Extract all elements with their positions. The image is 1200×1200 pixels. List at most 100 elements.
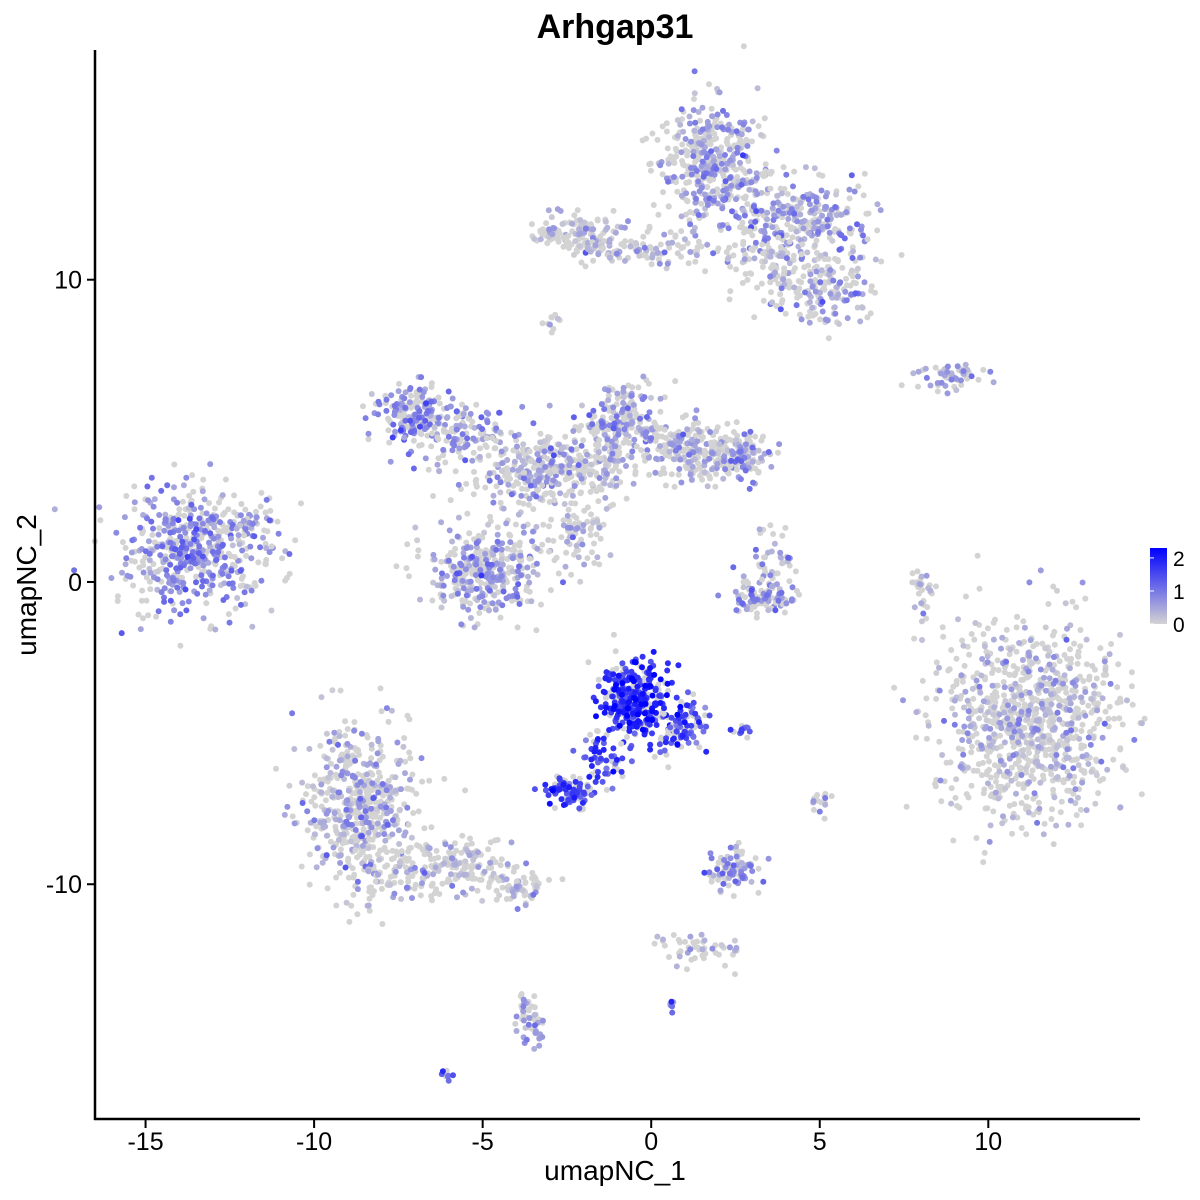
cell-point (590, 257, 597, 264)
cell-point (235, 532, 242, 539)
cell-point (136, 564, 143, 571)
cell-point (1006, 721, 1013, 728)
cell-point (833, 191, 840, 198)
cell-point (558, 468, 565, 475)
cell-point (804, 249, 811, 256)
cell-point (131, 506, 138, 513)
cell-point (713, 146, 720, 153)
cell-point (706, 123, 713, 130)
cell-point (813, 268, 820, 275)
cell-point (145, 497, 152, 504)
cell-point (700, 173, 707, 180)
cell-point (408, 392, 415, 399)
cell-point (1004, 768, 1011, 775)
cell-point (1068, 727, 1075, 734)
cell-point (388, 392, 395, 399)
cell-point (198, 572, 205, 579)
cell-point (849, 255, 856, 261)
cell-point (708, 170, 714, 177)
cell-point (601, 406, 608, 413)
cell-point (123, 493, 130, 499)
cell-point (950, 837, 957, 844)
cell-point (997, 719, 1004, 726)
cell-point (652, 469, 659, 476)
cell-point (215, 527, 222, 534)
cell-point (1033, 706, 1040, 713)
cell-point (938, 798, 945, 805)
cell-point (635, 718, 642, 724)
cell-point (646, 471, 653, 478)
cell-point (605, 387, 612, 394)
cell-point (913, 734, 920, 741)
cell-point (802, 289, 808, 296)
cell-point (1027, 702, 1034, 709)
cell-point (860, 232, 866, 239)
cell-point (613, 250, 620, 257)
cell-point (434, 461, 441, 468)
cell-point (1085, 734, 1092, 741)
cell-point (746, 485, 753, 492)
cell-point (753, 175, 760, 181)
cell-point (1066, 707, 1073, 714)
cell-point (971, 636, 978, 643)
cell-point (639, 653, 646, 660)
cell-point (284, 574, 290, 581)
cell-point (226, 619, 233, 626)
cell-point (664, 680, 671, 687)
cell-point (1026, 653, 1033, 659)
cell-point (479, 593, 486, 600)
cell-point (618, 768, 625, 775)
cell-point (177, 642, 184, 649)
cell-point (451, 577, 458, 584)
cell-point (708, 148, 715, 155)
cell-point (758, 280, 765, 287)
cell-point (699, 126, 706, 133)
cell-point (1052, 677, 1059, 684)
cell-point (464, 441, 471, 448)
cell-point (657, 676, 664, 683)
cell-point (503, 520, 510, 527)
cell-point (667, 229, 674, 236)
cell-point (663, 265, 670, 272)
cell-point (628, 238, 634, 245)
cell-point (709, 466, 715, 473)
cell-point (756, 526, 763, 533)
cell-point (1063, 689, 1070, 696)
cell-point (603, 505, 610, 512)
cell-point (958, 672, 965, 679)
cell-point (874, 227, 881, 234)
cell-point (984, 659, 991, 666)
cell-point (428, 398, 435, 405)
cell-point (955, 616, 961, 623)
cell-point (247, 543, 254, 550)
cell-point (175, 527, 182, 534)
cell-point (1005, 702, 1011, 709)
cell-point (584, 239, 591, 246)
cell-point (627, 243, 634, 250)
cell-point (257, 503, 264, 510)
cell-point (629, 419, 636, 425)
cell-point (445, 557, 452, 564)
cell-point (937, 777, 944, 784)
cell-point (690, 148, 697, 155)
cell-point (130, 582, 137, 589)
cell-point (529, 538, 536, 545)
cell-point (644, 228, 651, 235)
cell-point (1075, 762, 1082, 769)
cell-point (706, 81, 712, 88)
cell-point (559, 221, 566, 227)
cell-point (751, 255, 758, 262)
cell-point (809, 304, 816, 311)
cell-point (826, 229, 833, 236)
cell-point (798, 316, 805, 323)
cell-point (1042, 645, 1049, 652)
cell-point (435, 420, 442, 427)
cell-point (653, 455, 660, 462)
cell-point (212, 626, 219, 633)
cell-point (497, 489, 504, 496)
cell-point (445, 388, 452, 395)
cell-point (621, 416, 628, 423)
cell-point (545, 537, 552, 544)
cell-point (631, 695, 638, 701)
cell-point (486, 477, 493, 484)
